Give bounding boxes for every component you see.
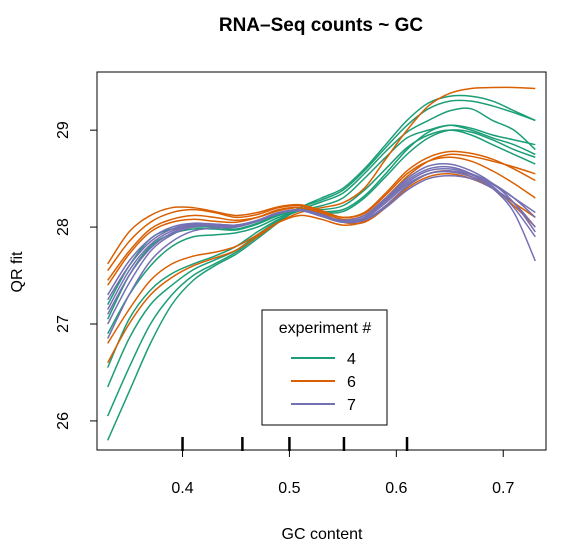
x-axis: 0.4 0.5 0.6 0.7: [171, 449, 514, 497]
y-tick-label: 29: [55, 121, 72, 139]
series-6-line-2: [107, 153, 536, 281]
legend-label-4: 4: [347, 351, 356, 368]
series-6-line-1: [107, 86, 536, 364]
series-4-line-5: [107, 129, 536, 335]
y-tick-label: 28: [55, 218, 72, 236]
x-tick-label: 0.6: [385, 480, 407, 497]
series-4-line-1: [107, 94, 536, 441]
y-axis: 26 27 28 29: [55, 121, 98, 430]
series-7-line-1: [107, 165, 536, 296]
y-tick-label: 26: [55, 412, 72, 430]
rug-marks: [181, 437, 409, 451]
series-6-line-4: [107, 156, 536, 265]
chart-title: RNA–Seq counts ~ GC: [219, 15, 424, 36]
legend-label-6: 6: [347, 374, 356, 391]
series-4-line-4: [107, 124, 536, 368]
x-tick-label: 0.5: [278, 480, 300, 497]
legend-box: [261, 309, 388, 426]
y-tick-label: 27: [55, 315, 72, 333]
series-7-line-4: [107, 170, 536, 310]
series-4-line-2: [107, 99, 536, 417]
x-tick-label: 0.7: [492, 480, 514, 497]
series-6-line-3: [107, 150, 536, 272]
legend-title: experiment #: [279, 320, 372, 337]
x-tick-label: 0.4: [171, 480, 193, 497]
y-axis-label: QR fit: [9, 251, 26, 292]
series-lines: [107, 86, 536, 441]
legend-label-7: 7: [347, 397, 356, 414]
series-7-line-5: [107, 170, 536, 301]
series-4-line-3: [107, 107, 536, 388]
x-axis-label: GC content: [282, 526, 363, 543]
legend: experiment # 4 6 7: [261, 309, 388, 426]
series-7-line-2: [107, 162, 536, 325]
series-7-line-6: [107, 174, 536, 315]
